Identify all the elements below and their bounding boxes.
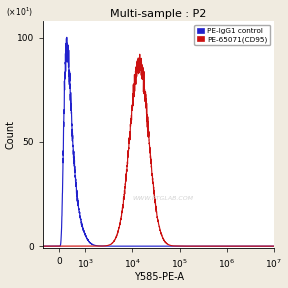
Text: WWW.PTGLAB.COM: WWW.PTGLAB.COM xyxy=(133,196,194,201)
X-axis label: Y585-PE-A: Y585-PE-A xyxy=(134,272,183,283)
Legend: PE-IgG1 control, PE-65071(CD95): PE-IgG1 control, PE-65071(CD95) xyxy=(194,25,270,46)
Y-axis label: Count: Count xyxy=(5,120,16,149)
Title: Multi-sample : P2: Multi-sample : P2 xyxy=(110,9,207,19)
Text: ($\times$10$^1$): ($\times$10$^1$) xyxy=(6,5,33,19)
